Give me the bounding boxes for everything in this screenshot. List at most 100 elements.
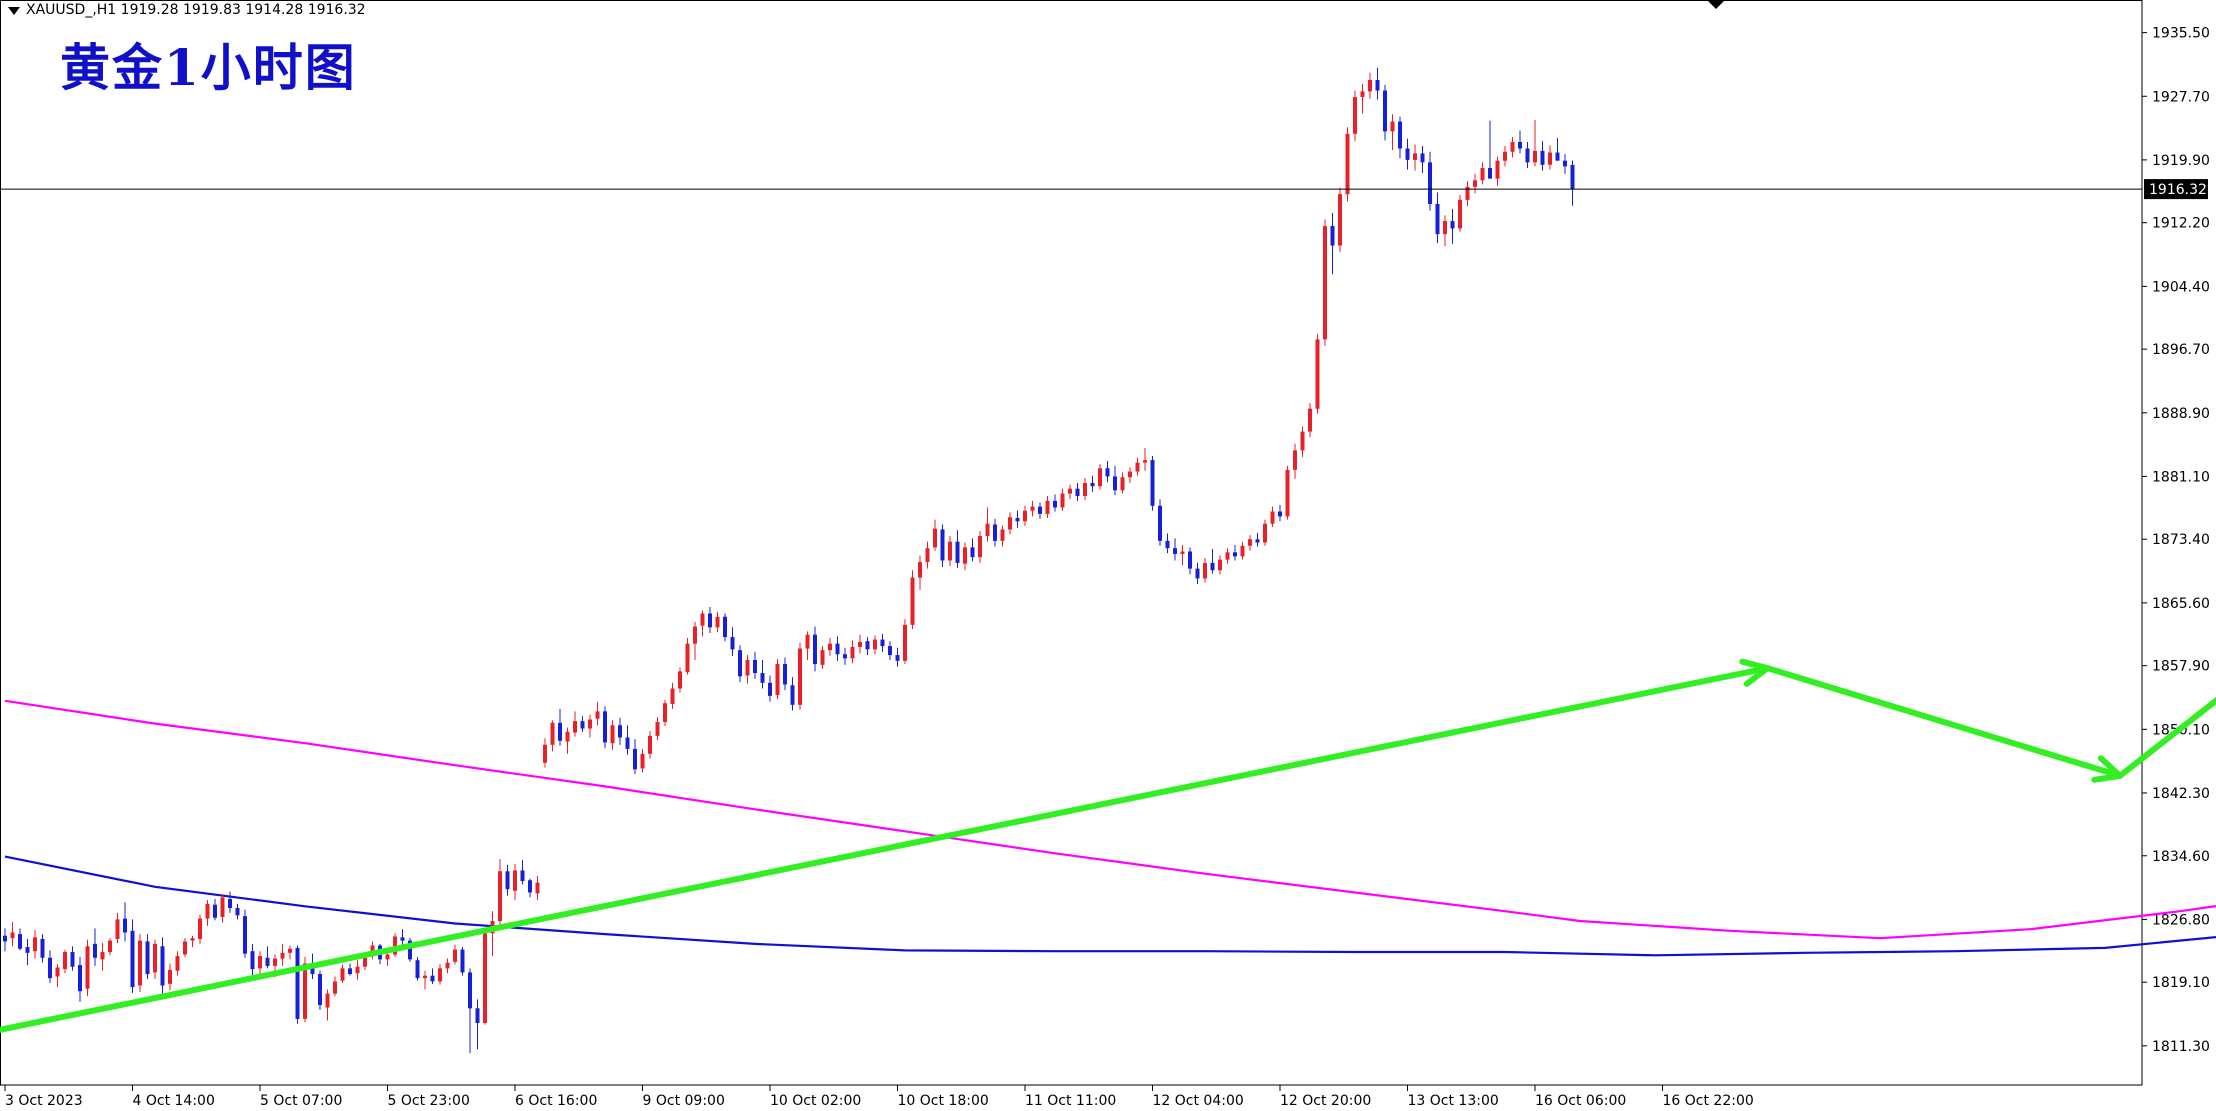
- candle-body: [1323, 225, 1327, 340]
- candle-body: [1090, 482, 1095, 487]
- candle-body: [1435, 203, 1440, 235]
- y-tick-label: 1881.10: [2152, 469, 2210, 485]
- candle-body: [1053, 500, 1057, 508]
- candle-body: [745, 659, 750, 676]
- candle-body: [573, 721, 577, 733]
- symbol-dropdown-icon[interactable]: [8, 7, 20, 15]
- candle-body: [243, 916, 247, 954]
- y-tick-label: 1935.50: [2152, 26, 2210, 42]
- candle-body: [123, 918, 127, 933]
- candle-body: [475, 1008, 480, 1023]
- candle-body: [33, 937, 37, 952]
- candle-body: [873, 639, 877, 650]
- candle-body: [280, 952, 285, 959]
- y-tick-label: 1904.40: [2152, 279, 2210, 295]
- candle-body: [430, 975, 435, 982]
- y-tick-label: 1888.90: [2152, 406, 2210, 422]
- candle-body: [738, 650, 742, 677]
- candle-body: [948, 541, 952, 561]
- candle-body: [1083, 482, 1087, 496]
- candle-body: [670, 688, 675, 705]
- candle-body: [1368, 79, 1372, 92]
- candle-body: [318, 974, 322, 1006]
- x-tick-label: 10 Oct 02:00: [770, 1093, 861, 1109]
- candle-body: [783, 664, 787, 685]
- current-price-label: 1916.32: [2149, 182, 2207, 198]
- candle-body: [40, 938, 45, 958]
- candle-body: [1338, 194, 1342, 246]
- candle-body: [843, 654, 847, 659]
- candle-body: [370, 945, 375, 956]
- candle-body: [1375, 79, 1380, 91]
- candle-body: [1105, 468, 1110, 477]
- candle-body: [1060, 493, 1065, 508]
- x-tick-label: 13 Oct 13:00: [1408, 1093, 1499, 1109]
- candle-body: [333, 981, 337, 994]
- candle-body: [1300, 431, 1305, 451]
- candle-body: [1173, 548, 1177, 554]
- candle-body: [910, 577, 915, 625]
- candle-body: [1330, 225, 1335, 246]
- candle-body: [678, 671, 682, 689]
- candle-body: [1225, 552, 1230, 560]
- candle-body: [1278, 511, 1282, 517]
- candle-body: [588, 719, 592, 729]
- candle-body: [385, 954, 390, 960]
- candle-body: [1345, 133, 1350, 195]
- candle-body: [1240, 545, 1245, 557]
- candle-body: [190, 938, 195, 941]
- candle-body: [1518, 141, 1522, 149]
- x-tick-label: 11 Oct 11:00: [1025, 1093, 1116, 1109]
- candle-body: [520, 870, 525, 882]
- y-tick-label: 1826.80: [2152, 912, 2210, 928]
- candle-body: [775, 664, 780, 696]
- candle-body: [1413, 153, 1417, 160]
- x-tick-label: 4 Oct 14:00: [133, 1093, 215, 1109]
- candle-body: [558, 722, 562, 741]
- candle-body: [963, 547, 967, 564]
- candle-body: [513, 870, 517, 891]
- candle-body: [235, 907, 240, 916]
- candle-body: [978, 535, 982, 558]
- candle-body: [955, 541, 960, 563]
- x-tick-label: 6 Oct 16:00: [515, 1093, 597, 1109]
- candle-body: [1255, 539, 1260, 543]
- candle-body: [528, 880, 532, 893]
- candle-body: [663, 703, 667, 722]
- candle-body: [700, 613, 705, 626]
- candle-body: [1458, 199, 1462, 229]
- candle-body: [1570, 164, 1575, 190]
- chart-shift-marker-icon[interactable]: [1707, 0, 1725, 9]
- candle-body: [813, 634, 817, 665]
- candle-body: [153, 943, 157, 973]
- candle-body: [1008, 517, 1012, 530]
- candle-body: [288, 948, 292, 953]
- candle-body: [918, 562, 922, 578]
- candle-body: [483, 933, 487, 1023]
- candle-body: [438, 968, 442, 982]
- x-tick-label: 10 Oct 18:00: [898, 1093, 989, 1109]
- candle-body: [730, 637, 735, 650]
- candle-body: [93, 943, 97, 958]
- candle-body: [1000, 529, 1005, 541]
- candle-body: [1533, 150, 1537, 163]
- candle-body: [168, 969, 172, 984]
- ohlc-info-text: XAUUSD_,H1 1919.28 1919.83 1914.28 1916.…: [26, 2, 366, 18]
- candle-body: [858, 642, 862, 647]
- candle-body: [1383, 90, 1387, 132]
- y-tick-label: 1811.30: [2152, 1039, 2210, 1055]
- candle-body: [48, 957, 52, 979]
- candle-body: [340, 968, 345, 981]
- candle-body: [1023, 510, 1027, 522]
- candle-body: [618, 725, 622, 738]
- candle-body: [940, 529, 945, 561]
- candle-body: [1165, 540, 1170, 549]
- y-tick-label: 1896.70: [2152, 342, 2210, 358]
- candle-body: [1510, 141, 1515, 152]
- candle-body: [18, 934, 22, 949]
- candle-body: [1075, 488, 1080, 496]
- candle-body: [1143, 460, 1147, 463]
- candle-body: [205, 903, 210, 919]
